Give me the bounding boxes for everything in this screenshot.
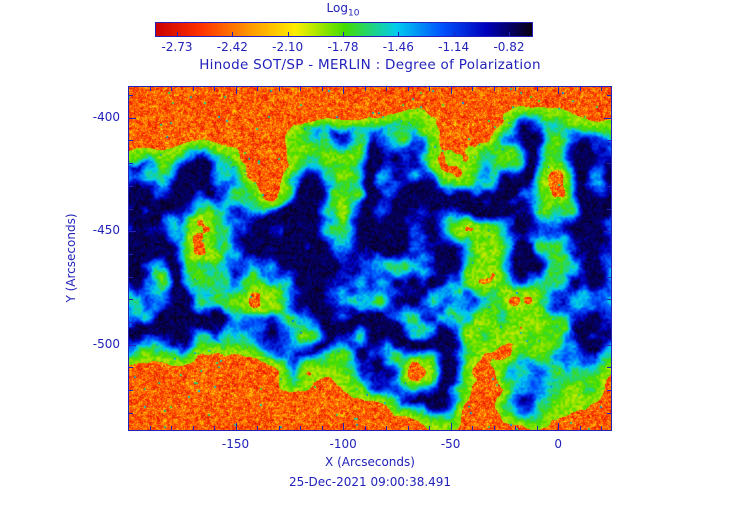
colorbar-tick-label: -1.78 (327, 40, 359, 54)
x-axis-label: X (Arcseconds) (325, 455, 415, 469)
colorbar-gradient (155, 22, 533, 37)
observation-timestamp: 25-Dec-2021 09:00:38.491 (288, 475, 452, 489)
colorbar-tick-label: -2.42 (216, 40, 248, 54)
x-tick-label: -50 (440, 437, 461, 451)
x-tick-label: -150 (221, 437, 250, 451)
colorbar-tick-label: -1.14 (438, 40, 470, 54)
y-tick-label: -500 (92, 336, 120, 351)
plot-title: Hinode SOT/SP - MERLIN : Degree of Polar… (199, 57, 541, 73)
colorbar-tick-label: -1.46 (382, 40, 414, 54)
colorbar-tick-label: -0.82 (493, 40, 525, 54)
colorbar-tick-label: -2.73 (161, 40, 193, 54)
y-tick-label: -450 (92, 223, 120, 238)
colorbar-title-text: Log (326, 1, 348, 15)
y-axis-label: Y (Arcseconds) (64, 213, 78, 303)
heatmap-canvas (128, 86, 612, 431)
y-tick-label: -400 (92, 109, 120, 124)
colorbar-title: Log10 (300, 1, 386, 18)
colorbar-tick-label: -2.10 (272, 40, 304, 54)
colorbar-title-subscript: 10 (347, 8, 360, 19)
x-tick-label: -100 (329, 437, 357, 451)
x-tick-label: 0 (554, 437, 563, 451)
